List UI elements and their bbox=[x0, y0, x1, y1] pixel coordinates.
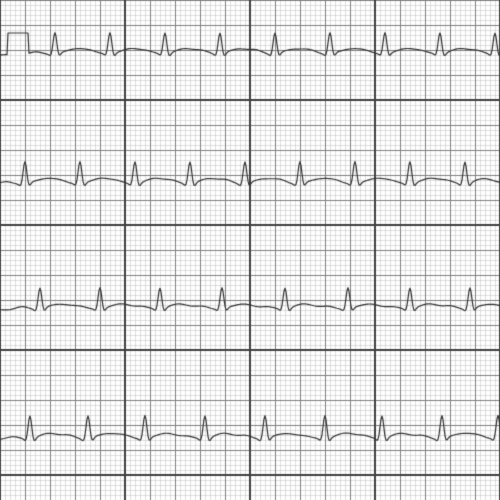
ecg-strip-chart bbox=[0, 0, 500, 500]
